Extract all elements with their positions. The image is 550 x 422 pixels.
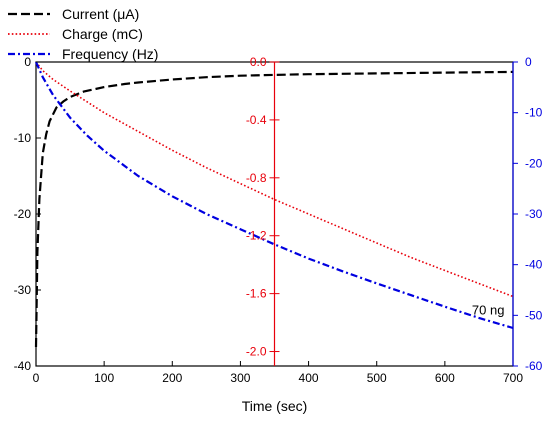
right-tick-label: -60	[525, 359, 543, 373]
x-tick-label: 600	[435, 371, 455, 385]
left-tick-label: 0	[24, 55, 31, 69]
right-tick-label: -40	[525, 258, 543, 272]
x-tick-label: 200	[162, 371, 182, 385]
right-tick-label: -10	[525, 106, 543, 120]
x-tick-label: 500	[367, 371, 387, 385]
middle-tick-label: 0.0	[250, 55, 267, 69]
legend: Current (μA) Charge (mC) Frequency (Hz)	[8, 6, 158, 62]
x-tick-label: 300	[230, 371, 250, 385]
series-line-1	[34, 70, 514, 348]
series-layer	[34, 61, 514, 348]
left-tick-label: -40	[14, 359, 32, 373]
legend-label: Charge (mC)	[62, 26, 143, 42]
x-tick-label: 0	[33, 371, 40, 385]
x-tick-label: 400	[299, 371, 319, 385]
middle-tick-label: -1.2	[246, 229, 267, 243]
axes-layer: 0 100 200 300 400 500 600 7000-10-20-30-400-10-…	[14, 55, 543, 385]
left-tick-label: -30	[14, 283, 32, 297]
legend-label: Frequency (Hz)	[62, 46, 158, 62]
left-tick-label: -10	[14, 131, 32, 145]
x-axis-title: Time (sec)	[242, 398, 308, 414]
middle-tick-label: -0.4	[246, 113, 267, 127]
right-tick-label: -30	[525, 207, 543, 221]
x-tick-label: 700	[503, 371, 523, 385]
right-tick-label: -50	[525, 308, 543, 322]
middle-tick-label: -2.0	[246, 345, 267, 359]
right-tick-label: -20	[525, 156, 543, 170]
series-line-2	[35, 61, 514, 298]
legend-label: Current (μA)	[62, 6, 139, 22]
annotation-70ng: 70 ng	[472, 302, 505, 317]
right-tick-label: 0	[525, 55, 532, 69]
middle-tick-label: -0.8	[246, 171, 267, 185]
left-tick-label: -20	[14, 207, 32, 221]
series-line-3	[34, 61, 514, 330]
middle-tick-label: -1.6	[246, 287, 267, 301]
x-tick-label: 100	[94, 371, 114, 385]
